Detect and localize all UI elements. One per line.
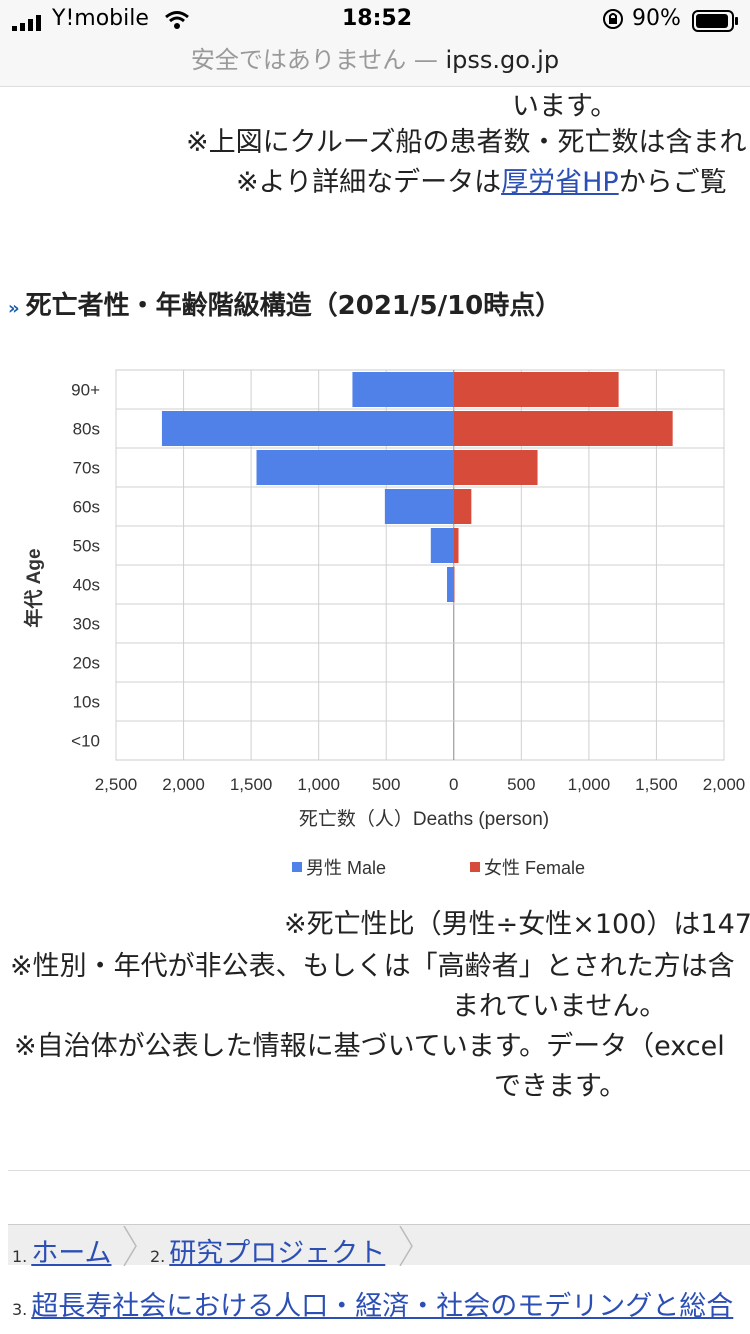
x-tick-label: 2,000 [703,775,746,794]
chart-legend: 男性 Male 女性 Female [292,858,585,878]
breadcrumb-research-link[interactable]: 研究プロジェクト [169,1238,386,1269]
legend-female-swatch [470,862,480,872]
note-details-text: ※より詳細なデータは [236,167,502,198]
note-details: ※より詳細なデータは厚労省HPからご覧 [236,160,727,199]
status-bar: Y!mobile 18:52 90% [0,0,750,40]
y-tick-label: <10 [71,732,100,751]
clock: 18:52 [342,6,413,31]
y-axis-label: 年代 Age [22,548,45,627]
x-tick-label: 1,000 [297,775,340,794]
breadcrumb-num: 3. [12,1300,28,1319]
note-undisclosed-cont: まれていません。 [452,991,667,1022]
note-source-cont: できます。 [494,1071,627,1102]
note-sex-ratio: ※死亡性比（男性÷女性×100）は147 [284,909,750,940]
bar-female [453,567,455,602]
bar-male [256,450,454,485]
note-undisclosed: ※性別・年代が非公表、もしくは「高齢者」とされた方は含 [10,951,735,982]
breadcrumb-item-project[interactable]: 3. 超長寿社会における人口・経済・社会のモデリングと総合 [12,1284,733,1323]
breadcrumb-item-home[interactable]: 1. ホーム [12,1231,111,1270]
divider [8,1170,750,1171]
bar-female [453,489,472,524]
chart-axes: 2,500 2,000 1,500 1,000 500 0 500 1,000 1,500 2,0… [71,381,745,795]
section-title-text: 死亡者性・年齢階級構造（2021/5/10時点） [25,291,562,321]
x-tick-label: 2,500 [95,775,138,794]
wifi-icon [164,10,190,36]
double-chevron-icon: » [8,298,20,319]
breadcrumb-separator-icon [398,1225,416,1270]
battery-percent: 90% [632,6,681,31]
y-tick-label: 80s [73,420,100,439]
bar-male [384,489,454,524]
signal-icon [12,12,46,37]
bar-female [453,411,673,446]
insecure-warning: 安全ではありません — [190,46,438,74]
bar-female [453,372,619,407]
breadcrumb [8,1224,750,1265]
note-source: ※自治体が公表した情報に基づいています。データ（excel [14,1031,725,1062]
breadcrumb-project-link[interactable]: 超長寿社会における人口・経済・社会のモデリングと総合 [31,1291,734,1322]
bar-male [430,528,454,563]
breadcrumb-item-research[interactable]: 2. 研究プロジェクト [150,1231,385,1270]
legend-male-label: 男性 Male [306,858,386,878]
battery-icon [692,10,740,38]
pyramid-chart: 2,500 2,000 1,500 1,000 500 0 500 1,000 1,500 2,0… [22,369,745,878]
bar-female [453,528,459,563]
section-title: » 死亡者性・年齢階級構造（2021/5/10時点） [8,285,561,322]
x-tick-label: 500 [507,775,535,794]
x-tick-label: 1,500 [635,775,678,794]
x-tick-label: 2,000 [162,775,205,794]
site-domain: ipss.go.jp [445,46,560,74]
bar-male [161,411,454,446]
address-bar[interactable]: 安全ではありません — ipss.go.jp [0,40,750,87]
bar-male [447,567,454,602]
note-continuation: います。 [512,91,618,122]
breadcrumb-num: 2. [150,1247,166,1266]
y-tick-label: 70s [73,459,100,478]
legend-female-label: 女性 Female [484,858,585,878]
y-tick-label: 50s [73,537,100,556]
note-cruise-ship: ※上図にクルーズ船の患者数・死亡数は含まれ [186,127,747,158]
x-tick-label: 0 [449,775,458,794]
mhlw-link[interactable]: 厚労省HP [501,167,619,198]
x-tick-label: 500 [372,775,400,794]
x-axis-label: 死亡数（人）Deaths (person) [299,808,549,830]
y-tick-label: 30s [73,615,100,634]
y-tick-label: 60s [73,498,100,517]
y-tick-label: 10s [73,693,100,712]
y-tick-label: 90+ [71,381,100,400]
y-tick-label: 40s [73,576,100,595]
breadcrumb-separator-icon [122,1225,140,1270]
orientation-lock-icon [602,8,624,36]
chart-bars [161,372,673,602]
legend-male-swatch [292,862,302,872]
note-details-suffix: からご覧 [618,167,727,198]
bar-male [352,372,454,407]
x-tick-label: 1,500 [230,775,273,794]
breadcrumb-home-link[interactable]: ホーム [31,1238,112,1269]
y-tick-label: 20s [73,654,100,673]
breadcrumb-num: 1. [12,1247,28,1266]
carrier-label: Y!mobile [52,6,149,31]
x-tick-label: 1,000 [568,775,611,794]
bar-female [453,450,538,485]
